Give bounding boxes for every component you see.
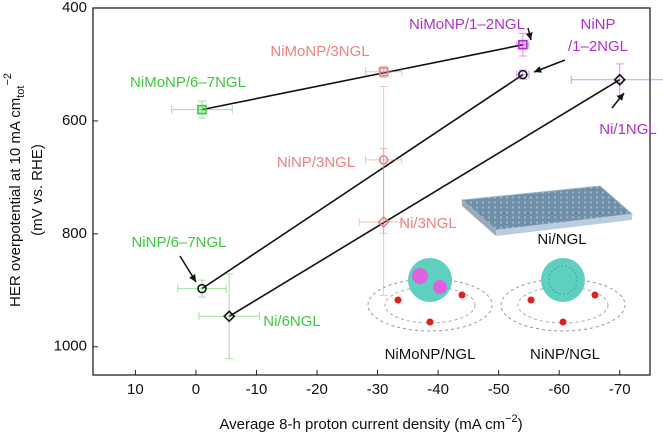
y-axis-title-text: HER overpotential at 10 mA cmtot−2: [2, 73, 27, 307]
point-label: NiNP/6–7NGL: [131, 234, 226, 251]
point-label: Ni/6NGL: [263, 313, 321, 330]
inset-label: NiNP/NGL: [530, 346, 600, 363]
x-error-bar: [364, 67, 403, 76]
point-label-line: NiMoNP/1–2NGL: [409, 16, 525, 33]
y-axis-title: HER overpotential at 10 mA cmtot−2 (mV v…: [2, 73, 46, 307]
point: [197, 104, 207, 115]
x-tick-label: -10: [246, 381, 268, 398]
point-label-line: NiMoNP/6–7NGL: [130, 74, 246, 91]
point: [613, 73, 626, 86]
inset-ninp: [500, 258, 626, 332]
point-label: NiNP/1–2NGL: [568, 16, 628, 55]
x-title-sup: −2: [505, 413, 518, 425]
x-tick-label: -20: [306, 381, 328, 398]
y-tick-label: 800: [62, 225, 87, 242]
x-tick-label: 0: [192, 381, 200, 398]
point-label: NiMoNP/3NGL: [270, 43, 369, 60]
x-error-bar: [198, 312, 260, 321]
point: [377, 215, 390, 229]
x-title-main: Average 8-h proton current density (mA c…: [219, 416, 505, 433]
x-tick-label: 10: [127, 381, 144, 398]
x-error-bar: [358, 217, 409, 226]
point-label: NiNP/3NGL: [277, 154, 355, 171]
point-label: NiMoNP/6–7NGL: [130, 74, 246, 91]
y-title-sub: tot: [15, 86, 27, 98]
point-label-line: /1–2NGL: [568, 38, 628, 55]
connector-line: [201, 43, 524, 111]
inset-nimonp: [367, 258, 493, 332]
series: Ni/6NGL Ni/3NGL Ni/1NGL: [198, 63, 663, 360]
inset-label: NiMoNP/NGL: [385, 346, 476, 363]
point: [378, 67, 389, 77]
y-title-sup: −2: [2, 73, 14, 86]
x-title-end: ): [518, 416, 523, 433]
inset-label: Ni/NGL: [537, 231, 586, 248]
point-label-line: Ni/6NGL: [263, 313, 321, 330]
plot-frame: [92, 7, 651, 376]
series: NiMoNP/6–7NGL NiMoNP/3NGL NiMoNP/1–2NGL: [130, 16, 533, 119]
arrow-head: [525, 32, 533, 40]
x-axis-title: Average 8-h proton current density (mA c…: [219, 413, 522, 433]
x-tick-label: -50: [488, 381, 510, 398]
point-label-line: NiNP/6–7NGL: [131, 234, 226, 251]
point: [518, 69, 528, 80]
y-tick-label: 400: [62, 0, 87, 16]
point: [223, 310, 236, 323]
point-label-line: NiMoNP/3NGL: [270, 43, 369, 60]
arrow-head: [616, 93, 624, 101]
point-label-line: NiNP: [580, 16, 615, 33]
x-tick-label: -30: [367, 381, 389, 398]
x-tick-label: -40: [427, 381, 449, 398]
point: [197, 283, 207, 294]
inset-sheet: [460, 185, 634, 236]
arrow-head: [534, 66, 542, 73]
point-label: Ni/3NGL: [399, 215, 457, 232]
point: [518, 39, 528, 50]
connector-line: [201, 73, 524, 290]
x-error-bar: [171, 105, 233, 114]
x-error-bar: [570, 75, 663, 84]
point-label-line: NiNP/3NGL: [277, 154, 355, 171]
x-error-bar: [177, 284, 227, 293]
point-label: Ni/1NGL: [599, 121, 657, 138]
point-label-line: Ni/3NGL: [399, 215, 457, 232]
arrow-head: [189, 274, 196, 282]
connector-line: [228, 79, 621, 317]
y-tick-label: 600: [62, 112, 87, 129]
x-tick-label: -60: [548, 381, 570, 398]
series: NiNP/6–7NGL NiNP/3NGL NiNP/1–2NGL: [131, 16, 628, 298]
y-title-line2: (mV vs. RHE): [29, 144, 46, 236]
point-label: NiMoNP/1–2NGL: [409, 16, 525, 33]
y-tick-label: 1000: [54, 338, 87, 355]
y-title-main: HER overpotential at 10 mA cm: [7, 98, 24, 307]
point-label-line: Ni/1NGL: [599, 121, 657, 138]
x-tick-label: -70: [609, 381, 631, 398]
